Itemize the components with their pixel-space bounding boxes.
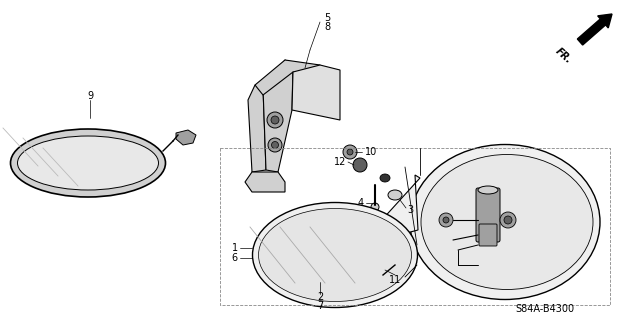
Polygon shape [245,172,285,192]
Polygon shape [292,65,340,120]
Text: FR.: FR. [554,46,574,65]
Text: 10: 10 [365,147,377,157]
Text: 9: 9 [87,91,93,101]
Text: 2: 2 [317,292,323,302]
FancyBboxPatch shape [476,188,500,242]
Polygon shape [176,130,196,145]
Circle shape [343,145,357,159]
Circle shape [443,217,449,223]
Polygon shape [255,60,320,95]
Circle shape [353,158,367,172]
Text: 3: 3 [407,205,413,215]
Polygon shape [248,85,266,172]
Circle shape [268,138,282,152]
Text: 8: 8 [324,22,330,32]
Ellipse shape [17,136,159,190]
Ellipse shape [259,209,412,301]
Text: 5: 5 [324,13,330,23]
Ellipse shape [253,203,417,308]
Ellipse shape [388,190,402,200]
Circle shape [375,272,385,282]
Text: 6: 6 [232,253,238,263]
Ellipse shape [410,145,600,300]
Circle shape [500,212,516,228]
Text: 12: 12 [333,157,346,167]
Polygon shape [263,60,293,172]
Circle shape [371,203,379,211]
Text: 11: 11 [389,275,401,285]
Text: 1: 1 [232,243,238,253]
Text: 4: 4 [358,198,364,208]
Circle shape [347,149,353,155]
Text: S84A-B4300: S84A-B4300 [515,304,575,314]
FancyBboxPatch shape [479,224,497,246]
Text: 7: 7 [317,301,323,311]
Circle shape [267,112,283,128]
Ellipse shape [380,174,390,182]
Ellipse shape [478,186,498,194]
Circle shape [439,213,453,227]
Ellipse shape [421,154,593,290]
Circle shape [271,142,278,149]
Ellipse shape [10,129,166,197]
FancyArrow shape [577,14,612,45]
Polygon shape [358,175,420,265]
Circle shape [504,216,512,224]
Circle shape [271,116,279,124]
